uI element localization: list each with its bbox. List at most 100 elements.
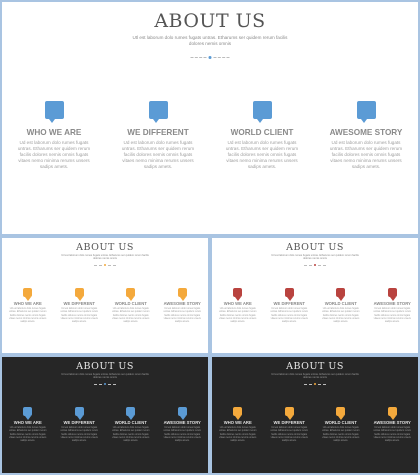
divider-line	[213, 57, 230, 58]
feature-description: Ud est laborum dolo rumes fugats untras.…	[218, 426, 257, 442]
feature-columns: WHO WE ARE Ud est laborum dolo rumes fuga…	[2, 101, 418, 170]
feature-column: AWESOME STORY Ud est laborum dolo rumes f…	[314, 101, 418, 170]
feature-column: AWESOME STORY Ud est laborum dolo rumes f…	[157, 407, 209, 442]
slide-1[interactable]: ABOUT US Utl est laborum dolo rumes fugat…	[2, 2, 418, 234]
divider-line	[318, 383, 326, 385]
feature-description: Ud est laborum dolo rumes fugats untras.…	[60, 307, 99, 323]
feature-description: Ud est laborum dolo rumes fugats untras.…	[270, 307, 309, 323]
speech-bubble-icon	[284, 288, 294, 301]
divider-dot	[314, 383, 316, 385]
feature-columns: WHO WE ARE Ud est laborum dolo rumes fuga…	[212, 407, 418, 442]
slide-4[interactable]: ABOUT US Utl est laborum dolo rumes fugat…	[2, 357, 208, 473]
feature-column: WHO WE ARE Ud est laborum dolo rumes fuga…	[2, 407, 54, 442]
feature-column: WE DIFFERENT Ud est laborum dolo rumes fu…	[264, 407, 316, 442]
divider-dot	[104, 383, 106, 385]
slide-subtitle: Utl est laborum dolo rumes fugats untras…	[271, 373, 359, 380]
feature-heading: WORLD CLIENT	[114, 420, 147, 425]
feature-description: Ud est laborum dolo rumes fugats untras.…	[270, 426, 309, 442]
speech-bubble-icon	[23, 407, 33, 420]
speech-bubble-icon	[336, 288, 346, 301]
feature-description: Ud est laborum dolo rumes fugats untras.…	[111, 307, 150, 323]
feature-heading: AWESOME STORY	[163, 420, 201, 425]
feature-description: Ud est laborum dolo rumes fugats untras.…	[60, 426, 99, 442]
feature-description: Ud est laborum dolo rumes fugats untras.…	[218, 307, 257, 323]
speech-bubble-icon	[252, 101, 272, 123]
speech-bubble-icon	[233, 407, 243, 420]
divider-line	[108, 264, 116, 266]
feature-column: AWESOME STORY Ud est laborum dolo rumes f…	[367, 407, 419, 442]
slide-3[interactable]: ABOUT US Utl est laborum dolo rumes fugat…	[212, 238, 418, 353]
feature-heading: WORLD CLIENT	[324, 420, 357, 425]
slide-subtitle: Utl est laborum dolo rumes fugats untras…	[132, 35, 288, 46]
speech-bubble-icon	[387, 288, 397, 301]
divider-dot	[208, 56, 212, 59]
feature-column: WHO WE ARE Ud est laborum dolo rumes fuga…	[2, 101, 106, 170]
feature-column: AWESOME STORY Ud est laborum dolo rumes f…	[367, 288, 419, 323]
slide-subtitle: Utl est laborum dolo rumes fugats untras…	[61, 254, 149, 261]
feature-columns: WHO WE ARE Ud est laborum dolo rumes fuga…	[212, 288, 418, 323]
divider-line	[108, 383, 116, 385]
feature-description: Ud est laborum dolo rumes fugats untras.…	[373, 426, 412, 442]
feature-heading: WE DIFFERENT	[127, 128, 189, 137]
speech-bubble-icon	[177, 288, 187, 301]
feature-description: Ud est laborum dolo rumes fugats untras.…	[329, 140, 403, 169]
slide-title: ABOUT US	[286, 242, 344, 253]
feature-heading: WORLD CLIENT	[324, 301, 357, 306]
divider-ornament	[304, 383, 326, 385]
feature-column: WE DIFFERENT Ud est laborum dolo rumes fu…	[106, 101, 210, 170]
slide-title: ABOUT US	[286, 361, 344, 372]
feature-description: Ud est laborum dolo rumes fugats untras.…	[321, 307, 360, 323]
divider-dot	[314, 264, 316, 266]
feature-column: WHO WE ARE Ud est laborum dolo rumes fuga…	[212, 407, 264, 442]
feature-heading: AWESOME STORY	[163, 301, 201, 306]
feature-column: WE DIFFERENT Ud est laborum dolo rumes fu…	[54, 288, 106, 323]
feature-heading: WE DIFFERENT	[273, 420, 305, 425]
speech-bubble-icon	[148, 101, 168, 123]
feature-heading: WHO WE ARE	[13, 420, 42, 425]
feature-heading: WORLD CLIENT	[114, 301, 147, 306]
feature-description: Ud est laborum dolo rumes fugats untras.…	[121, 140, 195, 169]
feature-column: WE DIFFERENT Ud est laborum dolo rumes fu…	[54, 407, 106, 442]
feature-description: Ud est laborum dolo rumes fugats untras.…	[111, 426, 150, 442]
speech-bubble-icon	[284, 407, 294, 420]
feature-column: WORLD CLIENT Ud est laborum dolo rumes fu…	[315, 407, 367, 442]
feature-heading: WHO WE ARE	[223, 301, 252, 306]
divider-dot	[104, 264, 106, 266]
feature-heading: WORLD CLIENT	[230, 128, 294, 137]
slide-5[interactable]: ABOUT US Utl est laborum dolo rumes fugat…	[212, 357, 418, 473]
feature-column: WORLD CLIENT Ud est laborum dolo rumes fu…	[315, 288, 367, 323]
speech-bubble-icon	[23, 288, 33, 301]
feature-description: Ud est laborum dolo rumes fugats untras.…	[8, 426, 47, 442]
feature-column: WORLD CLIENT Ud est laborum dolo rumes fu…	[105, 407, 157, 442]
feature-column: WHO WE ARE Ud est laborum dolo rumes fuga…	[2, 288, 54, 323]
feature-description: Ud est laborum dolo rumes fugats untras.…	[225, 140, 299, 169]
feature-heading: WHO WE ARE	[223, 420, 252, 425]
feature-description: Ud est laborum dolo rumes fugats untras.…	[163, 426, 202, 442]
feature-description: Ud est laborum dolo rumes fugats untras.…	[373, 307, 412, 323]
divider-line	[304, 264, 312, 266]
feature-description: Ud est laborum dolo rumes fugats untras.…	[321, 426, 360, 442]
speech-bubble-icon	[74, 288, 84, 301]
feature-column: WHO WE ARE Ud est laborum dolo rumes fuga…	[212, 288, 264, 323]
feature-heading: AWESOME STORY	[373, 420, 411, 425]
speech-bubble-icon	[126, 288, 136, 301]
speech-bubble-icon	[74, 407, 84, 420]
feature-column: WORLD CLIENT Ud est laborum dolo rumes fu…	[210, 101, 314, 170]
slide-title: ABOUT US	[76, 361, 134, 372]
divider-ornament	[190, 56, 230, 59]
feature-heading: AWESOME STORY	[373, 301, 411, 306]
feature-heading: WHO WE ARE	[26, 128, 82, 137]
divider-line	[190, 57, 207, 58]
feature-heading: WE DIFFERENT	[273, 301, 305, 306]
feature-description: Ud est laborum dolo rumes fugats untras.…	[163, 307, 202, 323]
speech-bubble-icon	[356, 101, 376, 123]
speech-bubble-icon	[126, 407, 136, 420]
divider-line	[304, 383, 312, 385]
slide-2[interactable]: ABOUT US Utl est laborum dolo rumes fugat…	[2, 238, 208, 353]
divider-ornament	[304, 264, 326, 266]
speech-bubble-icon	[44, 101, 64, 123]
speech-bubble-icon	[177, 407, 187, 420]
divider-line	[318, 264, 326, 266]
feature-heading: WE DIFFERENT	[63, 420, 95, 425]
divider-line	[94, 383, 102, 385]
